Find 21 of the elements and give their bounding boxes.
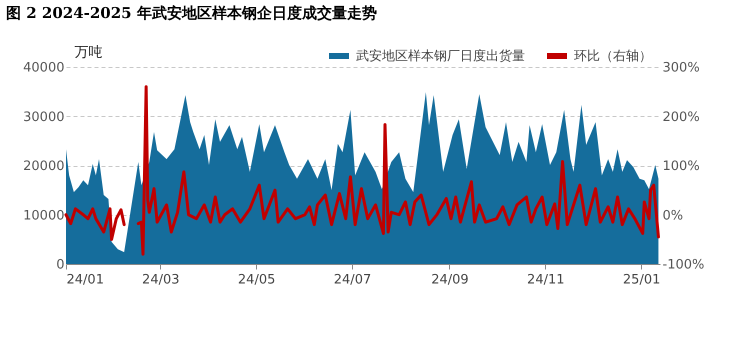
y-tick-label: 20000 (23, 159, 64, 174)
y-tick-label: 30000 (23, 110, 64, 125)
y-axis-title: 万吨 (74, 44, 102, 60)
y2-tick-label: 200% (662, 110, 700, 125)
legend-label: 武安地区样本钢厂日度出货量 (356, 48, 525, 64)
y2-tick-label: -100% (662, 258, 704, 272)
x-tick-label: 24/11 (527, 272, 565, 288)
x-tick-label: 25/01 (622, 272, 660, 288)
x-tick-label: 24/01 (66, 272, 104, 288)
legend-label: 环比（右轴） (574, 49, 652, 64)
x-tick-label: 24/05 (238, 272, 276, 288)
x-tick-label: 24/07 (334, 272, 372, 288)
y2-tick-label: 0% (662, 208, 684, 224)
chart-title: 图 2 2024-2025 年武安地区样本钢企日度成交量走势 (6, 4, 377, 22)
x-tick-label: 24/09 (431, 272, 469, 288)
x-tick-label: 24/03 (142, 272, 180, 288)
y-tick-label: 10000 (23, 208, 64, 224)
y-tick-label: 40000 (23, 60, 64, 76)
y-tick-label: 0 (56, 258, 64, 272)
y2-tick-label: 300% (662, 60, 700, 76)
y2-tick-label: 100% (662, 159, 700, 174)
